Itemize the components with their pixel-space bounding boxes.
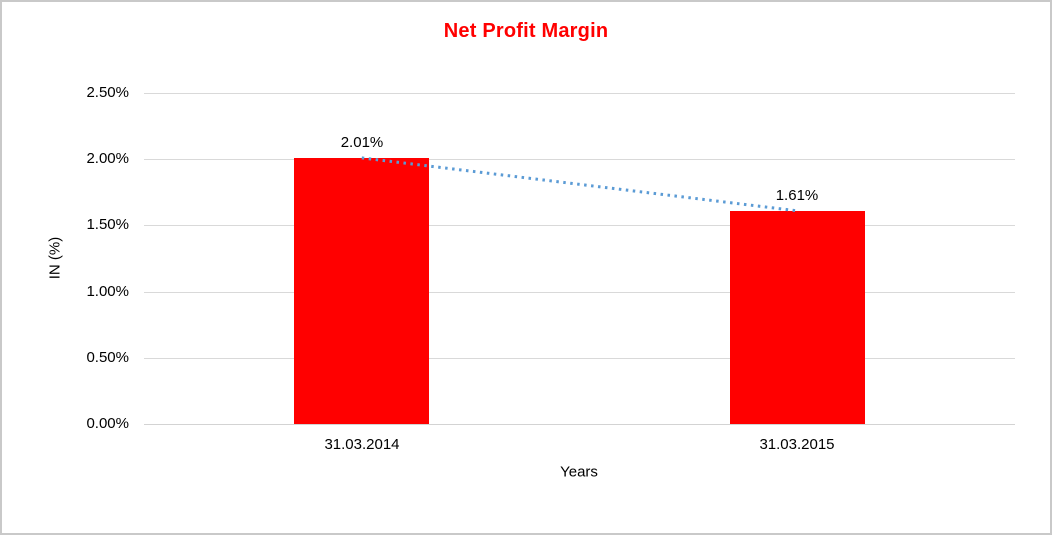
- y-tick-label-1.50%: 1.50%: [86, 216, 129, 233]
- x-axis-title: Years: [560, 463, 598, 481]
- x-axis-line: [144, 424, 1015, 425]
- data-label-31.03.2014: 2.01%: [340, 134, 384, 151]
- data-label-31.03.2015: 1.61%: [775, 187, 819, 204]
- gridline-0.50%: [144, 358, 1015, 359]
- gridline-2.50%: [144, 93, 1015, 94]
- y-axis-title: IN (%): [46, 236, 64, 280]
- y-tick-label-2.50%: 2.50%: [86, 84, 129, 101]
- y-tick-label-1.00%: 1.00%: [86, 283, 129, 300]
- gridline-1.00%: [144, 292, 1015, 293]
- x-tick-label-31.03.2014: 31.03.2014: [324, 436, 400, 453]
- y-tick-label-2.00%: 2.00%: [86, 150, 129, 167]
- bar-31.03.2015: [730, 211, 865, 424]
- gridline-1.50%: [144, 225, 1015, 226]
- chart-title: Net Profit Margin: [443, 20, 609, 42]
- x-tick-label-31.03.2015: 31.03.2015: [759, 436, 835, 453]
- bar-31.03.2014: [294, 158, 429, 424]
- y-tick-label-0.00%: 0.00%: [86, 415, 129, 432]
- y-tick-label-0.50%: 0.50%: [86, 349, 129, 366]
- gridline-2.00%: [144, 159, 1015, 160]
